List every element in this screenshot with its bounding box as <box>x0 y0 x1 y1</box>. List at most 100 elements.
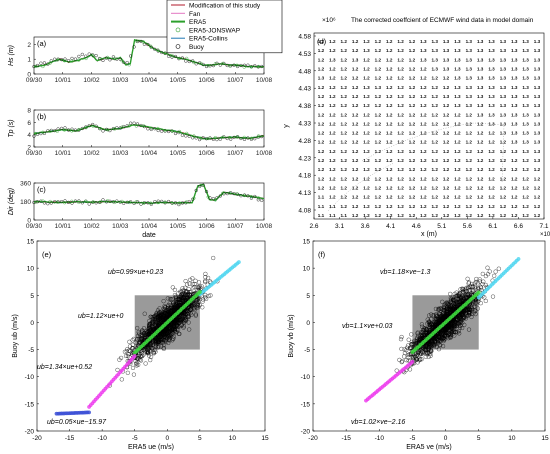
scatter-point <box>206 293 211 298</box>
scatter-point <box>462 314 467 320</box>
jonswap-point <box>141 40 146 44</box>
scatter-point <box>169 305 174 310</box>
coefficient-cell: 1.2 <box>420 195 427 200</box>
scatter-point <box>475 281 480 286</box>
scatter-point <box>466 285 471 290</box>
coefficient-cell: 1.2 <box>477 121 484 126</box>
coefficient-cell: 1.3 <box>431 48 438 53</box>
scatter-point <box>447 322 452 327</box>
scatter-point <box>190 303 195 308</box>
coefficient-cell: 1.2 <box>431 140 438 145</box>
scatter-point <box>151 350 156 355</box>
scatter-point <box>154 340 159 345</box>
coefficient-cell: 1.2 <box>318 66 325 71</box>
buoy-point <box>236 192 240 196</box>
scatter-point <box>496 266 501 271</box>
buoy-point <box>80 52 84 56</box>
buoy-point <box>173 54 178 59</box>
coefficient-cell: 1.2 <box>466 158 473 163</box>
coefficient-cell: 1.2 <box>352 112 359 117</box>
buoy-point <box>198 61 202 65</box>
scatter-point <box>428 321 433 326</box>
scatter-point <box>115 367 120 372</box>
scatter-point <box>476 285 481 290</box>
buoy-point <box>66 200 71 204</box>
buoy-point <box>204 64 209 69</box>
coefficient-cell: 1.2 <box>341 140 348 145</box>
scatter-point <box>166 335 171 340</box>
buoy-point <box>211 63 215 68</box>
scatter-point <box>409 342 414 347</box>
panel-label: (b) <box>37 112 47 121</box>
scatter-point <box>419 351 424 357</box>
coefficient-cell: 1.2 <box>375 158 382 163</box>
jonswap-point <box>84 199 88 203</box>
scatter-point <box>477 277 482 282</box>
coefficient-cell: 1.2 <box>454 204 461 209</box>
x-axis-label: x (m) <box>421 231 437 238</box>
scatter-point <box>170 285 175 290</box>
coefficient-cell: 1.2 <box>397 112 404 117</box>
scatter-point <box>135 333 140 339</box>
legend-box <box>166 0 283 54</box>
scatter-point <box>459 313 464 318</box>
y-axis-label: Hs (m) <box>8 45 15 66</box>
scatter-point <box>425 330 430 335</box>
scatter-point <box>436 319 441 324</box>
scatter-point <box>133 358 138 364</box>
coefficient-cell: 1.2 <box>386 57 393 62</box>
x-tick-label: 10 <box>229 435 237 442</box>
scatter-point <box>466 281 471 286</box>
coefficient-cell: 1.2 <box>375 140 382 145</box>
scatter-point <box>419 357 424 362</box>
coefficient-cell: 1.2 <box>386 149 393 154</box>
scatter-point <box>160 315 165 320</box>
scatter-point <box>471 310 476 315</box>
coefficient-cell: 1.2 <box>500 149 507 154</box>
coefficient-cell: 1.2 <box>352 176 359 181</box>
y-axis-label: Buoy ub (m/s) <box>12 314 19 358</box>
scatter-point <box>469 306 474 311</box>
jonswap-point <box>163 128 167 133</box>
coefficient-cell: 1.2 <box>500 186 507 191</box>
coefficient-cell: 1.2 <box>534 195 541 200</box>
coefficient-cell: 1.2 <box>443 186 450 191</box>
scatter-point <box>423 326 428 331</box>
coefficient-cell: 1.3 <box>477 39 484 44</box>
buoy-point <box>167 129 171 134</box>
scatter-point <box>402 347 407 352</box>
scatter-point <box>446 323 451 328</box>
coefficient-cell: 1.2 <box>420 76 427 81</box>
scatter-point <box>406 355 411 360</box>
coefficient-cell: 1.2 <box>363 39 370 44</box>
coefficient-cell: 1.2 <box>329 66 336 71</box>
coefficient-cell: 1.2 <box>318 176 325 181</box>
x-tick-label: 4.1 <box>386 223 395 230</box>
scatter-point <box>206 275 211 280</box>
scatter-point <box>183 292 188 297</box>
coefficient-cell: 1.2 <box>477 195 484 200</box>
scatter-point <box>424 343 429 348</box>
scatter-point <box>159 334 164 339</box>
scatter-point <box>187 293 192 298</box>
coefficient-cell: 1.2 <box>397 204 404 209</box>
jonswap-point <box>105 55 110 59</box>
scatter-point <box>178 297 183 302</box>
scatter-point <box>414 339 419 344</box>
coefficient-cell: 1.2 <box>386 140 393 145</box>
scatter-point <box>423 351 428 356</box>
scatter-point <box>150 346 155 351</box>
coefficient-cell: 1.2 <box>409 85 416 90</box>
scatter-point <box>406 358 411 363</box>
coefficient-cell: 1.2 <box>363 158 370 163</box>
coefficient-cell: 1.2 <box>534 186 541 191</box>
scatter-point <box>436 307 442 312</box>
buoy-point <box>153 47 157 51</box>
coefficient-cell: 1.2 <box>375 167 382 172</box>
coefficient-cell: 1.3 <box>466 94 473 99</box>
coefficient-cell: 1.2 <box>329 176 336 181</box>
coefficient-cell: 1.3 <box>466 76 473 81</box>
scatter-point <box>479 285 484 290</box>
jonswap-point <box>256 196 261 200</box>
fit-equation: ub=1.12×ue+0 <box>78 313 123 320</box>
